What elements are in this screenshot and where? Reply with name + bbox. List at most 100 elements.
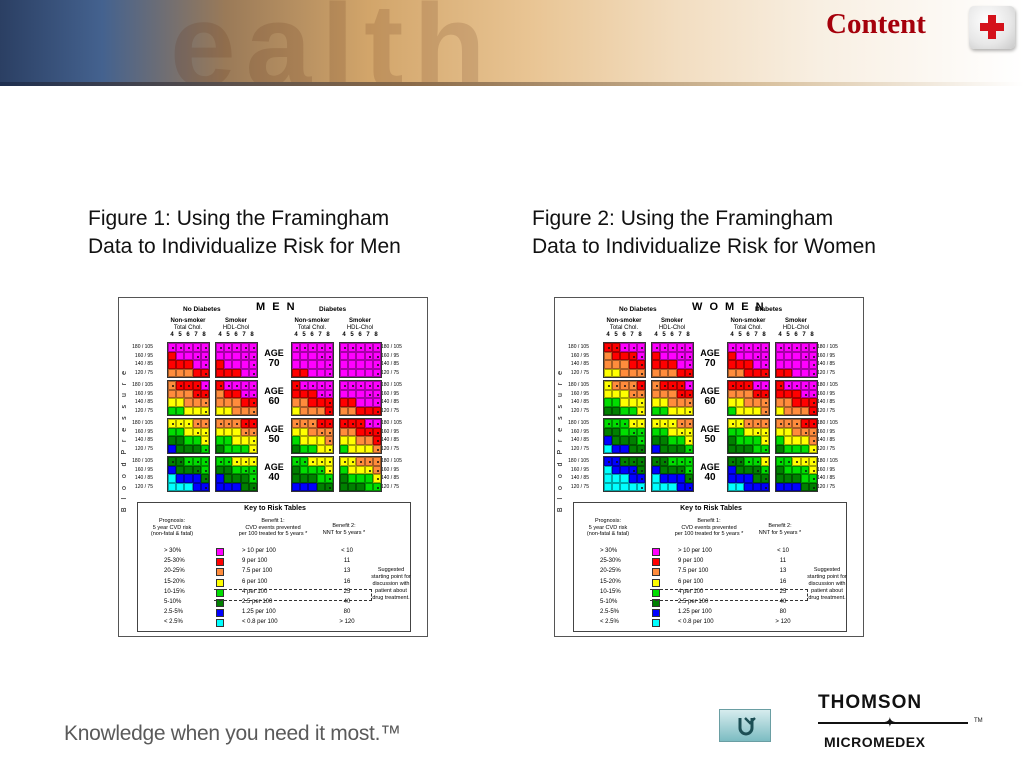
key-title: Key to Risk Tables xyxy=(680,505,742,512)
key-benefit1: > 10 per 100 xyxy=(242,548,276,554)
bp-level: 140 / 85 xyxy=(134,475,153,482)
risk-cell xyxy=(364,427,373,437)
risk-cell xyxy=(364,465,373,475)
bp-level: 120 / 75 xyxy=(134,445,153,452)
cholesterol-level: 4 xyxy=(606,332,610,338)
risk-cell xyxy=(784,343,793,352)
risk-cell xyxy=(728,457,737,466)
risk-cell xyxy=(660,360,669,369)
risk-cell xyxy=(660,474,669,483)
bp-level: 180 / 105 xyxy=(132,382,153,388)
risk-cell xyxy=(628,351,637,361)
risk-cell xyxy=(676,343,685,352)
risk-cell xyxy=(240,406,249,416)
risk-cell xyxy=(168,419,177,428)
key-risk: 25-30% xyxy=(600,558,621,565)
risk-cell xyxy=(776,427,785,437)
bp-level: 120 / 75 xyxy=(817,483,836,490)
risk-cell xyxy=(168,368,177,378)
risk-cell xyxy=(676,436,685,445)
risk-cell xyxy=(760,474,769,483)
cholesterol-level: 4 xyxy=(170,332,174,338)
age-value: 60 xyxy=(704,396,716,407)
risk-cell xyxy=(168,427,177,437)
risk-grid xyxy=(339,456,382,493)
risk-cell xyxy=(356,368,365,378)
risk-cell xyxy=(760,368,769,378)
risk-cell xyxy=(232,406,241,416)
risk-cell xyxy=(800,368,809,378)
risk-cell xyxy=(792,436,801,445)
risk-cell xyxy=(356,398,365,407)
bp-level: 160 / 95 xyxy=(381,466,400,473)
risk-cell xyxy=(364,389,373,399)
risk-cell xyxy=(620,482,629,492)
risk-cell xyxy=(684,419,693,428)
risk-grid xyxy=(291,418,334,455)
risk-cell xyxy=(372,465,381,475)
risk-cell xyxy=(192,406,201,416)
key-row: > 30% > 10 per 100 < 10 xyxy=(574,547,848,557)
risk-cell xyxy=(736,389,745,399)
risk-cell xyxy=(316,351,325,361)
risk-cell xyxy=(324,343,333,352)
risk-cell xyxy=(760,389,769,399)
cholesterol-level: 6 xyxy=(794,332,798,338)
risk-cell xyxy=(776,465,785,475)
home-button[interactable] xyxy=(969,6,1015,49)
risk-cell xyxy=(652,482,661,492)
women-risk-figure: W O M E N No Diabetes Diabetes Non-smoker To… xyxy=(554,297,864,637)
risk-cell xyxy=(792,419,801,428)
risk-cell xyxy=(200,360,209,369)
risk-cell xyxy=(736,398,745,407)
return-button[interactable] xyxy=(719,709,771,742)
key-risk: 15-20% xyxy=(600,578,621,585)
risk-cell xyxy=(728,389,737,399)
risk-cell xyxy=(316,482,325,492)
risk-cell xyxy=(784,381,793,390)
risk-cell xyxy=(736,343,745,352)
risk-cell xyxy=(808,398,817,407)
risk-cell xyxy=(636,474,645,483)
risk-cell xyxy=(316,465,325,475)
key-nnt: 11 xyxy=(779,558,787,565)
key-risk: 10-15% xyxy=(600,588,621,595)
risk-cell xyxy=(308,381,317,390)
risk-cell xyxy=(628,389,637,399)
risk-cell xyxy=(292,474,301,483)
key-swatch xyxy=(652,609,660,618)
bp-levels-right: 180 / 105 160 / 95 140 / 85 120 / 75 xyxy=(381,343,415,377)
risk-cell xyxy=(316,389,325,399)
risk-cell xyxy=(308,436,317,445)
key-swatch xyxy=(652,558,660,567)
risk-cell xyxy=(660,343,669,352)
risk-cell xyxy=(248,419,257,428)
risk-cell xyxy=(324,381,333,390)
risk-cell xyxy=(324,436,333,445)
risk-key: Key to Risk Tables Prognosis: 5 year CVD … xyxy=(573,502,847,632)
risk-grid xyxy=(651,342,694,379)
risk-cell xyxy=(808,351,817,361)
risk-cell xyxy=(300,465,309,475)
bp-level: 160 / 95 xyxy=(817,390,836,397)
risk-cell xyxy=(800,474,809,483)
risk-cell xyxy=(316,406,325,416)
risk-cell xyxy=(248,436,257,445)
bp-level: 120 / 75 xyxy=(381,483,400,490)
risk-grid xyxy=(603,418,646,455)
key-benefit1: 9 per 100 xyxy=(678,558,704,565)
risk-cell xyxy=(216,419,225,428)
risk-cell xyxy=(216,389,225,399)
risk-cell xyxy=(784,436,793,445)
risk-cell xyxy=(364,381,373,390)
key-benefit1: < 0.8 per 100 xyxy=(678,619,714,626)
risk-cell xyxy=(784,389,793,399)
risk-cell xyxy=(792,351,801,361)
cholesterol-level: 5 xyxy=(302,332,306,338)
key-swatch xyxy=(652,578,660,587)
cholesterol-level: 7 xyxy=(754,332,758,338)
risk-cell xyxy=(248,398,257,407)
risk-cell xyxy=(316,419,325,428)
risk-cell xyxy=(776,406,785,416)
